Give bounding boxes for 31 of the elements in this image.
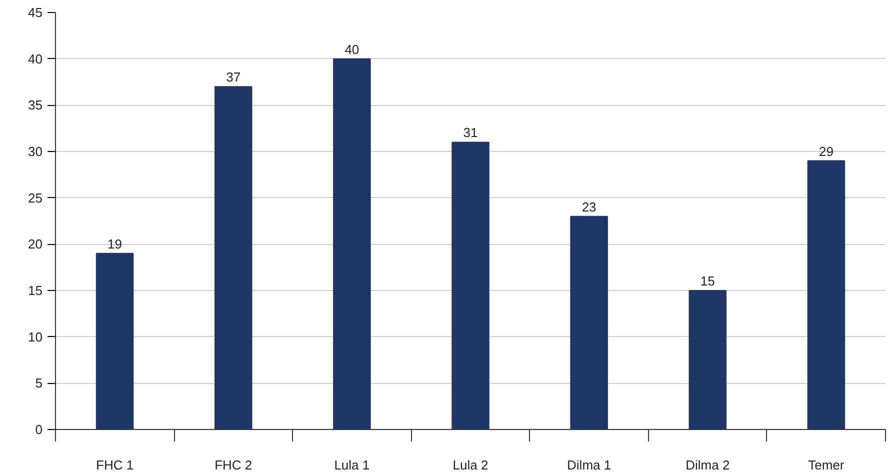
y-tick-label: 45 (28, 5, 43, 20)
bar (807, 160, 846, 430)
data-label: 23 (582, 199, 596, 214)
bar (333, 58, 371, 430)
y-tick-label: 10 (28, 329, 43, 344)
y-tick-label: 20 (28, 236, 43, 252)
y-tick-label: 30 (28, 144, 43, 159)
bar (214, 86, 252, 430)
data-label: 19 (108, 236, 122, 252)
data-label: 37 (226, 70, 241, 85)
y-tick-label: 40 (28, 51, 43, 66)
y-tick-label: 0 (35, 422, 43, 437)
data-label: 31 (463, 125, 478, 140)
x-tick-label: Dilma 1 (567, 458, 612, 472)
y-tick-label: 25 (28, 190, 43, 206)
x-tick-label: Dilma 2 (686, 458, 730, 472)
data-label: 40 (344, 42, 360, 57)
bar (688, 290, 727, 430)
data-label: 29 (818, 144, 834, 159)
bar (570, 216, 608, 430)
x-tick-label: FHC 2 (214, 458, 252, 472)
x-tick-label: Lula 1 (334, 458, 370, 472)
y-tick-label: 15 (28, 283, 43, 298)
x-tick-label: FHC 1 (96, 458, 134, 472)
x-tick-label: Temer (808, 458, 845, 472)
data-label: 15 (700, 274, 715, 288)
bar (452, 142, 490, 430)
y-tick-label: 35 (28, 98, 43, 113)
x-tick-label: Lula 2 (452, 458, 488, 472)
y-tick-label: 5 (35, 376, 43, 391)
bar (96, 252, 134, 430)
